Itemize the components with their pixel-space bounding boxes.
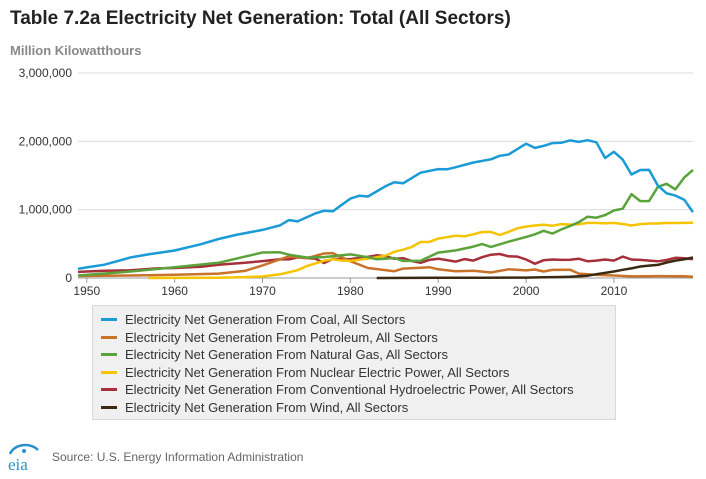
x-tick-label: 1950 <box>73 284 100 298</box>
legend-label: Electricity Net Generation From Wind, Al… <box>125 399 409 415</box>
eia-logo: eia <box>8 443 39 474</box>
x-tick-label: 1970 <box>249 284 276 298</box>
grid-lines <box>78 72 693 279</box>
series-line-5[interactable] <box>376 256 694 280</box>
series-line-2[interactable] <box>77 168 694 277</box>
x-tick-label: 2010 <box>601 284 628 298</box>
y-axis-unit-label: Million Kilowatthours <box>10 43 142 58</box>
series-line-4[interactable] <box>77 252 694 274</box>
source-note: Source: U.S. Energy Information Administ… <box>52 450 304 464</box>
x-tick-label: 1980 <box>337 284 364 298</box>
chart-plot: 0 1,000,000 2,000,000 3,000,000 1950 1960 197… <box>19 66 695 298</box>
legend-label: Electricity Net Generation From Nuclear … <box>125 364 510 380</box>
legend-swatch <box>101 370 117 374</box>
y-tick-label: 3,000,000 <box>19 66 73 80</box>
legend-swatch <box>101 405 117 409</box>
legend-swatch <box>101 388 117 392</box>
x-tick-label: 2000 <box>513 284 540 298</box>
legend-item[interactable]: Electricity Net Generation From Petroleu… <box>101 329 607 347</box>
series-line-3[interactable] <box>148 221 694 280</box>
legend-label: Electricity Net Generation From Natural … <box>125 347 448 363</box>
legend-label: Electricity Net Generation From Coal, Al… <box>125 312 406 328</box>
legend-item[interactable]: Electricity Net Generation From Conventi… <box>101 381 607 399</box>
series-line-0[interactable] <box>77 138 695 271</box>
legend-label: Electricity Net Generation From Petroleu… <box>125 329 438 345</box>
legend-item[interactable]: Electricity Net Generation From Wind, Al… <box>101 399 607 417</box>
legend-item[interactable]: Electricity Net Generation From Coal, Al… <box>101 311 607 329</box>
y-tick-label: 1,000,000 <box>19 203 73 217</box>
y-tick-label: 2,000,000 <box>19 134 73 148</box>
x-axis-ticks: 1950 1960 1970 1980 1990 2000 2010 <box>73 278 628 298</box>
eia-logo-text: eia <box>8 455 28 474</box>
series-line-1[interactable] <box>77 251 694 278</box>
legend-swatch <box>101 353 117 357</box>
y-tick-label: 0 <box>65 271 72 285</box>
x-tick-label: 1960 <box>161 284 188 298</box>
chart-title: Table 7.2a Electricity Net Generation: T… <box>10 8 511 29</box>
series-lines <box>77 138 695 280</box>
legend-swatch <box>101 335 117 339</box>
legend-swatch <box>101 318 117 322</box>
footer: eia Source: U.S. Energy Information Admi… <box>4 440 303 474</box>
x-tick-label: 1990 <box>425 284 452 298</box>
y-axis-ticks: 0 1,000,000 2,000,000 3,000,000 <box>19 66 73 285</box>
legend-label: Electricity Net Generation From Conventi… <box>125 382 574 398</box>
legend: Electricity Net Generation From Coal, Al… <box>92 305 616 420</box>
legend-item[interactable]: Electricity Net Generation From Nuclear … <box>101 364 607 382</box>
legend-item[interactable]: Electricity Net Generation From Natural … <box>101 346 607 364</box>
